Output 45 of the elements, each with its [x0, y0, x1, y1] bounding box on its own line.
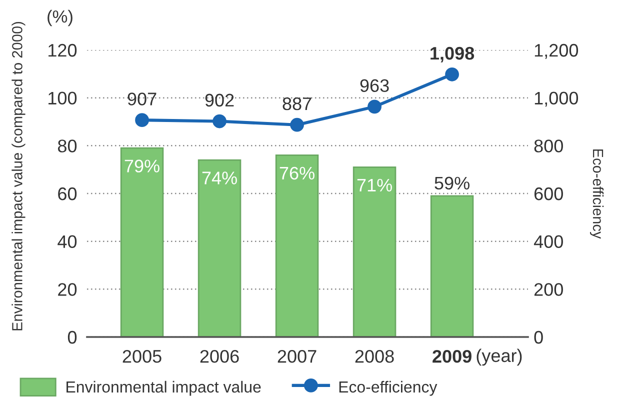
x-tick-label: 2008: [355, 350, 394, 363]
x-axis-title: (year): [476, 348, 522, 366]
bar: [430, 195, 474, 337]
point: [135, 113, 149, 128]
y2-tick-label: 800: [534, 140, 563, 152]
point: [368, 100, 382, 114]
data-label: 59%: [434, 176, 470, 190]
data-label: 1,098: [430, 46, 474, 62]
y2-tick-label: 200: [534, 283, 563, 296]
y2-tick-label: 0: [534, 330, 543, 344]
y2-tick-label: 600: [534, 187, 563, 200]
x-tick-label: 2009: [432, 350, 472, 363]
x-tick-label: 2006: [200, 350, 239, 363]
data-label: 74%: [202, 172, 237, 184]
data-label: 71%: [357, 178, 392, 192]
y-tick-label: 0: [68, 330, 77, 344]
bar: [275, 154, 319, 337]
data-label: 963: [360, 79, 389, 92]
y2-tick-label: 1,000: [534, 92, 578, 107]
y-tick-label: 40: [58, 235, 77, 248]
y-tick-label: 80: [58, 140, 77, 152]
y2-axis-title: Eco-efficiency: [590, 149, 604, 239]
y-tick-label: 20: [58, 283, 77, 296]
y2-tick-label: 1,200: [534, 44, 578, 59]
bar: [352, 166, 396, 337]
y-tick-label: 120: [48, 44, 77, 57]
point: [290, 118, 304, 132]
legend-label: Environmental impact value: [66, 380, 261, 396]
data-label: 79%: [124, 160, 160, 172]
bar: [120, 147, 164, 337]
bar: [198, 159, 242, 337]
data-label: 76%: [280, 166, 314, 180]
y-tick-label: 100: [48, 92, 77, 105]
legend-label: Eco-efficiency: [339, 380, 438, 396]
y-axis-title: Environmental impact value (compared to 2000): [12, 22, 26, 330]
data-label: 902: [205, 94, 234, 107]
point: [212, 114, 226, 128]
text: (%): [48, 10, 72, 26]
x-tick-label: 2005: [122, 350, 162, 363]
data-label: 887: [282, 97, 312, 110]
y2-tick-label: 400: [534, 235, 563, 248]
data-label: 907: [128, 92, 156, 106]
y-tick-label: 60: [58, 187, 77, 200]
point: [445, 67, 459, 82]
x-tick-label: 2007: [278, 350, 316, 363]
